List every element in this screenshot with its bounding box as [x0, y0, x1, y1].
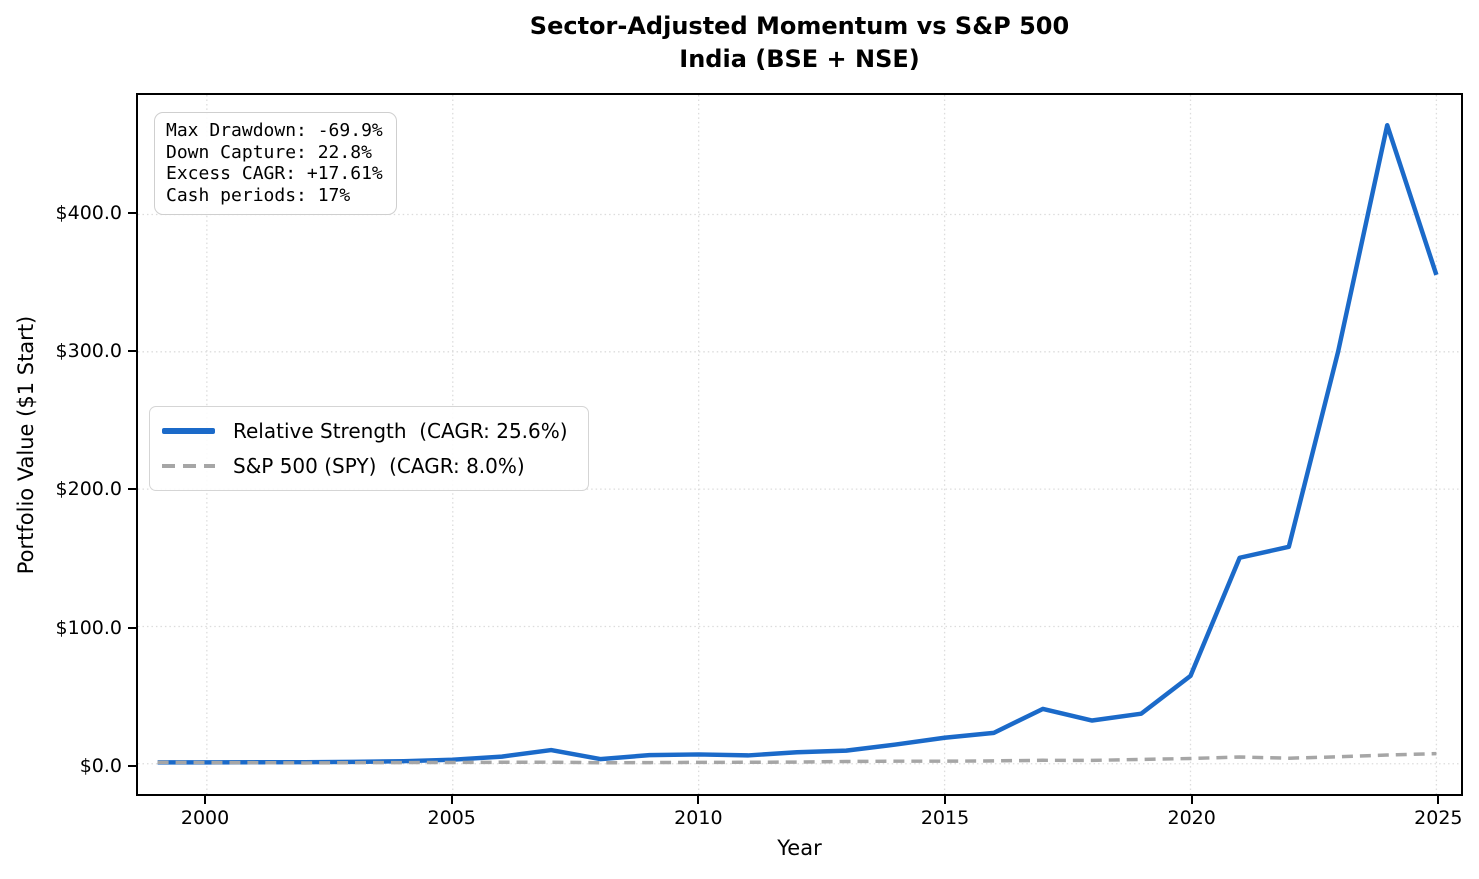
series-line-0: [157, 122, 1439, 765]
x-tick-label: 2025: [1414, 807, 1463, 829]
y-tick-mark: [128, 212, 136, 215]
y-tick-mark: [128, 626, 136, 629]
x-tick-label: 2005: [427, 807, 476, 829]
stat-max-drawdown: Max Drawdown: -69.9%: [166, 120, 383, 141]
stats-box: Max Drawdown: -69.9% Down Capture: 22.8%…: [154, 112, 397, 215]
legend-item-relative-strength: Relative Strength (CAGR: 25.6%): [162, 417, 568, 445]
x-tick-label: 2000: [180, 807, 230, 829]
strategy-line-sample: [162, 428, 215, 434]
y-tick-label: $0.0: [79, 754, 122, 777]
y-tick-label: $100.0: [55, 616, 122, 639]
x-tick-mark: [204, 796, 207, 804]
plot-area: Max Drawdown: -69.9% Down Capture: 22.8%…: [136, 93, 1463, 796]
x-axis-label: Year: [777, 836, 822, 860]
chart-title: Sector-Adjusted Momentum vs S&P 500 Indi…: [136, 10, 1463, 76]
y-tick-label: $400.0: [55, 202, 122, 225]
x-tick-mark: [944, 796, 947, 804]
y-tick-mark: [128, 350, 136, 353]
stat-down-capture: Down Capture: 22.8%: [166, 141, 372, 163]
x-tick-mark: [450, 796, 453, 804]
x-tick-mark: [697, 796, 700, 804]
chart-title-line1: Sector-Adjusted Momentum vs S&P 500: [529, 12, 1070, 40]
legend: Relative Strength (CAGR: 25.6%) S&P 500 …: [149, 406, 589, 491]
chart-title-line2: India (BSE + NSE): [679, 45, 920, 73]
x-tick-label: 2020: [1167, 807, 1216, 829]
x-tick-label: 2015: [920, 807, 970, 829]
chart-canvas: [138, 95, 1461, 794]
legend-label-sp500: S&P 500 (SPY) (CAGR: 8.0%): [233, 454, 525, 478]
y-axis-label: Portfolio Value ($1 Start): [14, 315, 38, 575]
legend-label-relative-strength: Relative Strength (CAGR: 25.6%): [233, 419, 568, 443]
legend-item-sp500: S&P 500 (SPY) (CAGR: 8.0%): [162, 452, 568, 480]
x-tick-mark: [1190, 796, 1193, 804]
series-line-1: [157, 751, 1437, 765]
x-tick-label: 2010: [674, 807, 723, 829]
y-tick-mark: [128, 488, 136, 491]
y-tick-mark: [128, 764, 136, 767]
stat-excess-cagr: Excess CAGR: +17.61%: [166, 163, 383, 184]
x-tick-mark: [1437, 796, 1440, 804]
stat-cash-periods: Cash periods: 17%: [166, 184, 351, 206]
benchmark-line-sample: [162, 464, 215, 468]
